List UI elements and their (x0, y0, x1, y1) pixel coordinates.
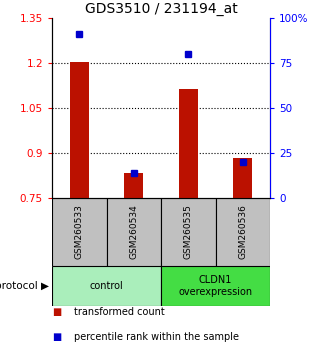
Text: GSM260536: GSM260536 (238, 205, 247, 259)
Text: GSM260535: GSM260535 (184, 205, 193, 259)
Text: transformed count: transformed count (75, 307, 165, 317)
Text: percentile rank within the sample: percentile rank within the sample (75, 332, 239, 342)
Bar (124, 173, 143, 198)
Text: ■: ■ (52, 332, 61, 342)
Bar (52, 198, 107, 266)
Bar (161, 266, 270, 306)
Bar (233, 158, 252, 198)
Text: CLDN1
overexpression: CLDN1 overexpression (179, 275, 252, 297)
Bar (179, 88, 198, 198)
Text: protocol ▶: protocol ▶ (0, 281, 49, 291)
Bar (52, 266, 161, 306)
Text: control: control (90, 281, 124, 291)
Text: GSM260534: GSM260534 (129, 205, 138, 259)
Bar (161, 198, 215, 266)
Title: GDS3510 / 231194_at: GDS3510 / 231194_at (84, 1, 237, 16)
Bar (107, 198, 161, 266)
Text: ■: ■ (52, 307, 61, 317)
Text: GSM260533: GSM260533 (75, 205, 84, 259)
Bar (215, 198, 270, 266)
Bar (70, 62, 89, 198)
